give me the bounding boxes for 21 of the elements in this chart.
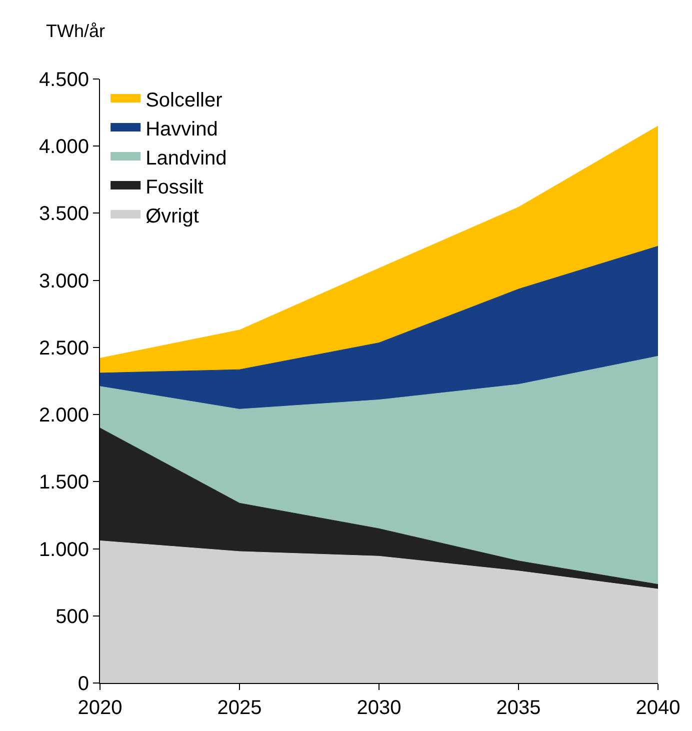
x-tick-label: 2030	[356, 697, 402, 719]
y-tick-label: 2.000	[38, 404, 89, 427]
legend-label: Fossilt	[146, 176, 204, 198]
legend-label: Solceller	[146, 89, 223, 112]
y-tick-label: 2.500	[38, 337, 89, 360]
x-tick-label: 2040	[636, 697, 680, 719]
y-tick-label: 4.000	[38, 136, 89, 158]
y-tick-label: 500	[56, 606, 89, 628]
legend-label: Landvind	[146, 147, 227, 170]
y-tick-label: 1.500	[38, 472, 89, 494]
y-tick-label: 1.000	[38, 538, 89, 561]
x-tick-label: 2025	[217, 697, 262, 719]
x-tick-label: 2020	[78, 697, 122, 719]
y-axis-title: TWh/år	[46, 21, 106, 41]
y-tick-label: 3.000	[38, 270, 89, 292]
legend-label: Havvind	[146, 118, 218, 140]
x-tick-label: 2035	[496, 697, 541, 719]
y-tick-label: 3.500	[38, 203, 89, 226]
legend-label: Øvrigt	[146, 205, 200, 228]
y-tick-label: 0	[78, 673, 89, 695]
y-tick-label: 4.500	[38, 69, 89, 91]
